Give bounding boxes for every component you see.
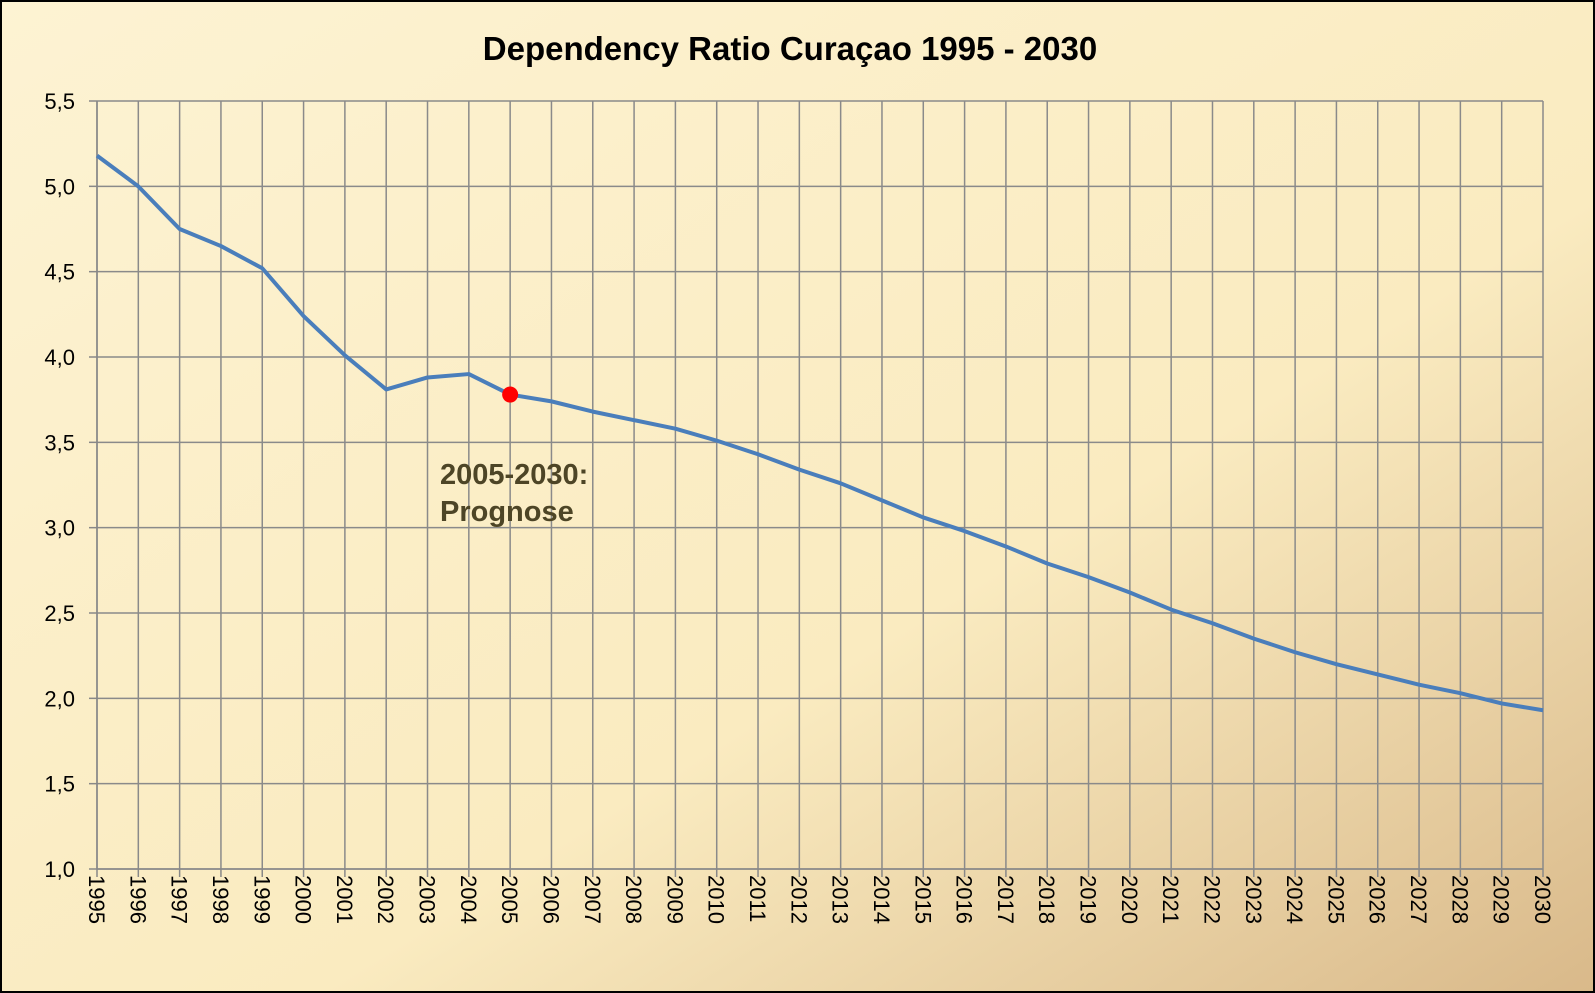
x-tick-label: 2029 — [1489, 875, 1514, 924]
x-tick-label: 2024 — [1282, 875, 1307, 924]
y-tick-label: 5,5 — [44, 89, 75, 114]
x-tick-label: 2019 — [1076, 875, 1101, 924]
x-tick-label: 2003 — [415, 875, 440, 924]
x-tick-label: 2005 — [497, 875, 522, 924]
x-tick-label: 2015 — [910, 875, 935, 924]
x-tick-label: 2013 — [828, 875, 853, 924]
x-tick-label: 2021 — [1158, 875, 1183, 924]
x-tick-label: 1997 — [167, 875, 192, 924]
x-tick-label: 2017 — [993, 875, 1018, 924]
x-tick-label: 2004 — [456, 875, 481, 924]
y-tick-label: 4,0 — [44, 345, 75, 370]
x-tick-label: 2028 — [1447, 875, 1472, 924]
x-tick-label: 2030 — [1530, 875, 1555, 924]
x-tick-label: 2009 — [662, 875, 687, 924]
x-tick-label: 2008 — [621, 875, 646, 924]
x-tick-label: 2020 — [1117, 875, 1142, 924]
chart-title: Dependency Ratio Curaçao 1995 - 2030 — [483, 30, 1097, 67]
x-tick-label: 2001 — [332, 875, 357, 924]
x-tick-label: 2006 — [538, 875, 563, 924]
highlight-marker — [502, 386, 519, 403]
x-tick-label: 2027 — [1406, 875, 1431, 924]
x-tick-label: 1996 — [125, 875, 150, 924]
x-tick-label: 2002 — [373, 875, 398, 924]
x-tick-label: 2016 — [952, 875, 977, 924]
x-tick-label: 2010 — [704, 875, 729, 924]
x-tick-label: 2023 — [1241, 875, 1266, 924]
y-tick-label: 3,0 — [44, 516, 75, 541]
x-tick-label: 2026 — [1365, 875, 1390, 924]
x-tick-label: 1998 — [208, 875, 233, 924]
annotation: 2005-2030: — [440, 459, 588, 491]
x-tick-label: 1999 — [249, 875, 274, 924]
y-tick-label: 4,5 — [44, 260, 75, 285]
x-tick-label: 2014 — [869, 875, 894, 924]
x-tick-label: 2012 — [786, 875, 811, 924]
y-tick-label: 1,0 — [44, 857, 75, 882]
x-tick-label: 2022 — [1199, 875, 1224, 924]
x-tick-label: 2007 — [580, 875, 605, 924]
y-tick-label: 5,0 — [44, 174, 75, 199]
x-tick-label: 2000 — [291, 875, 316, 924]
x-tick-label: 2025 — [1323, 875, 1348, 924]
x-tick-label: 2018 — [1034, 875, 1059, 924]
y-tick-label: 1,5 — [44, 772, 75, 797]
x-tick-label: 1995 — [84, 875, 109, 924]
y-tick-label: 2,0 — [44, 686, 75, 711]
y-tick-label: 3,5 — [44, 430, 75, 455]
x-tick-label: 2011 — [745, 875, 770, 922]
annotation: Prognose — [440, 496, 574, 528]
data-line — [95, 154, 1544, 713]
y-tick-label: 2,5 — [44, 601, 75, 626]
